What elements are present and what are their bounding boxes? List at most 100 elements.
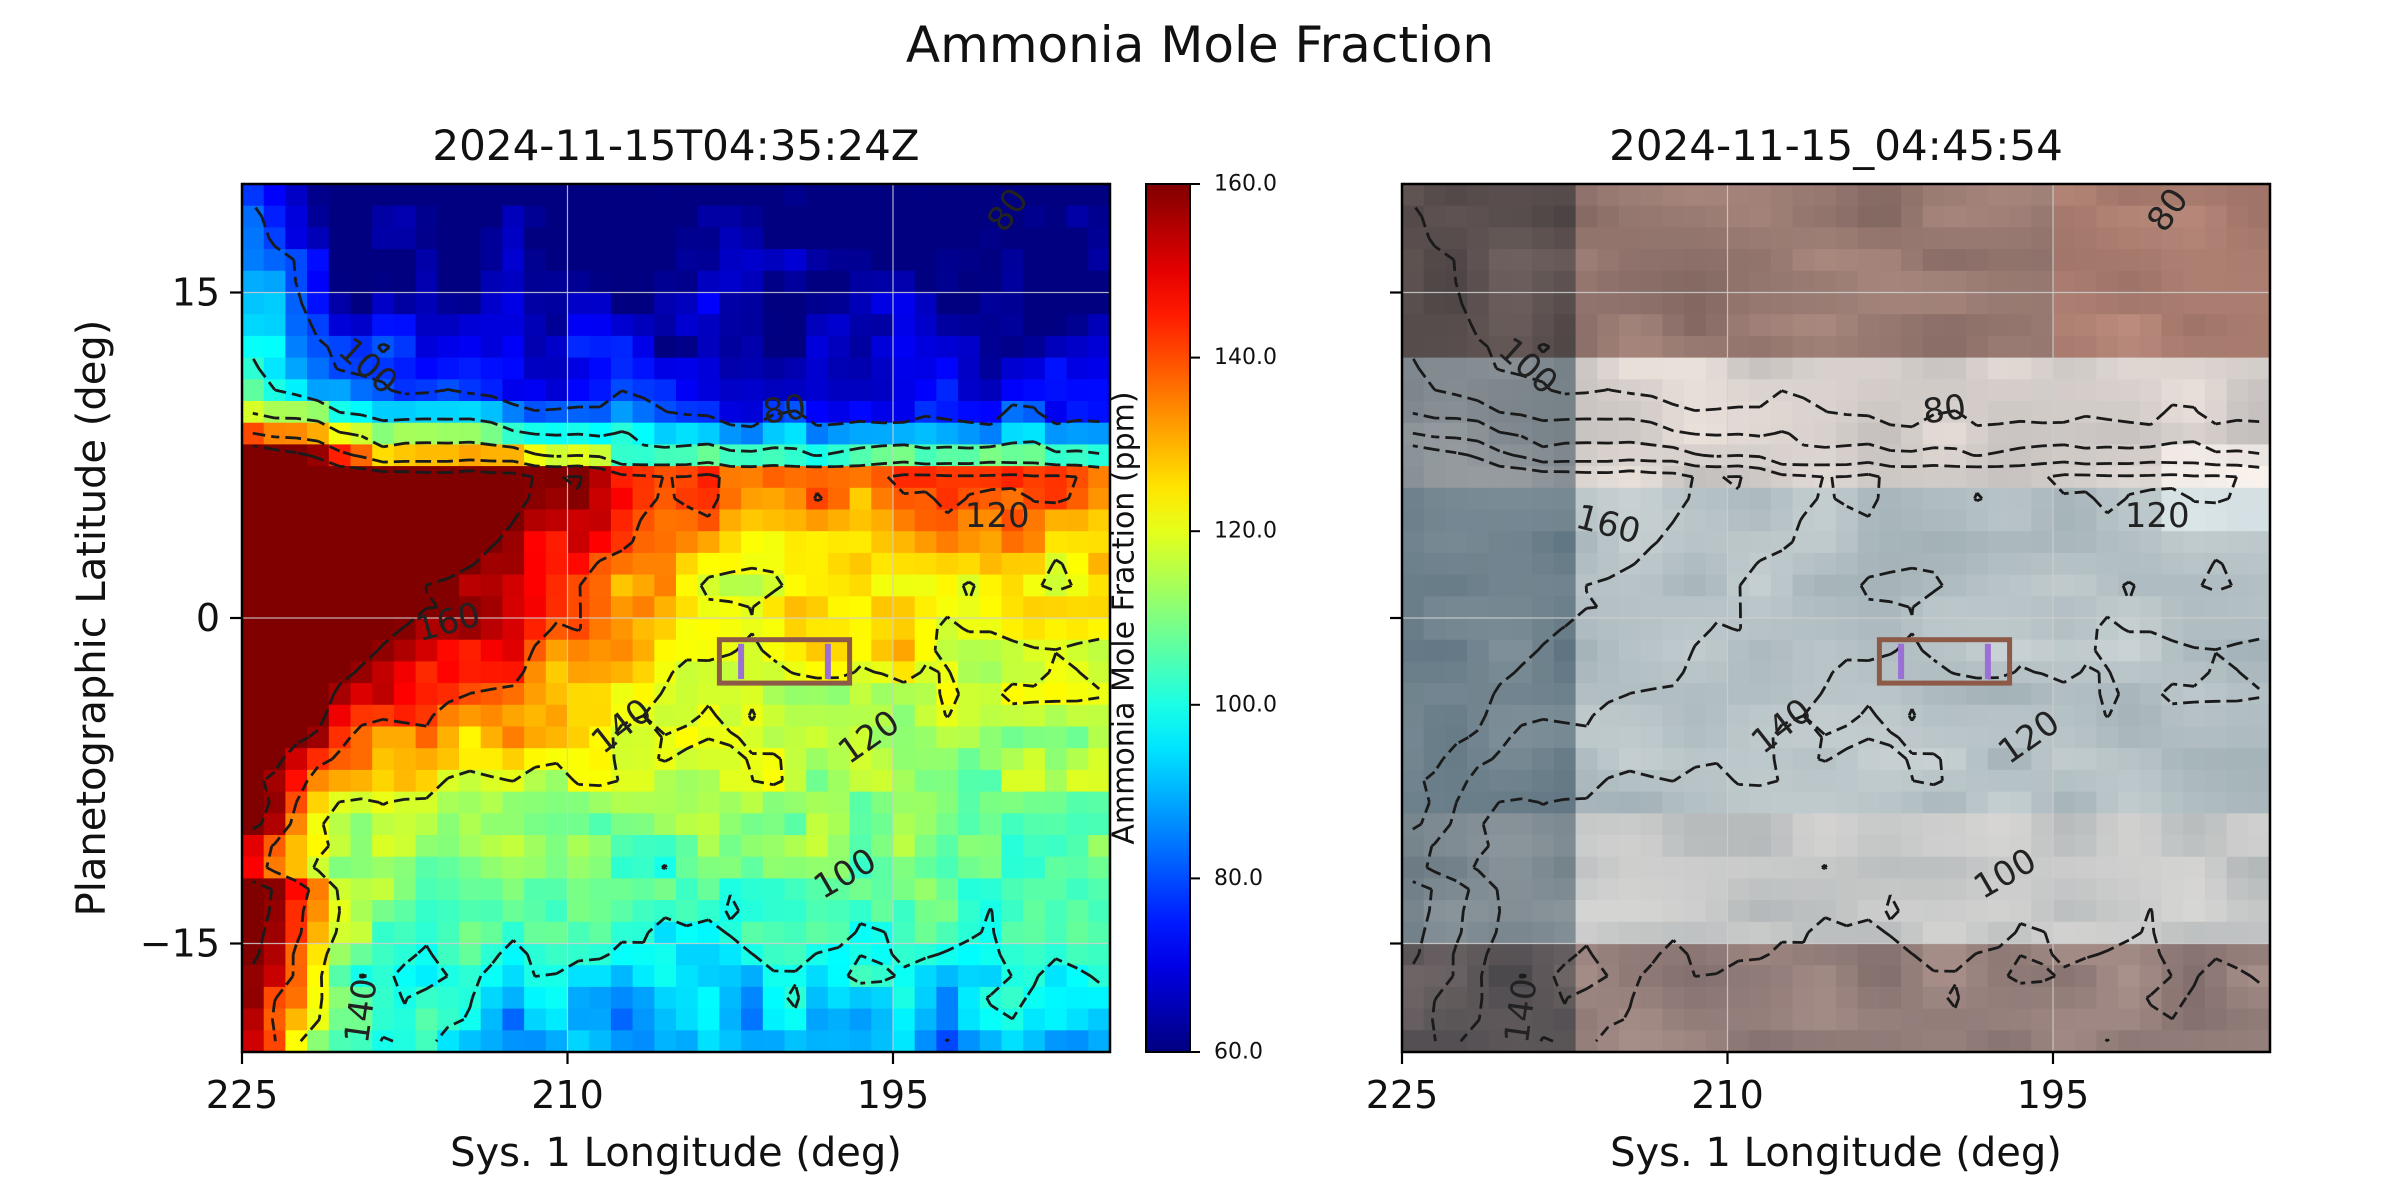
heatmap-cell bbox=[1987, 986, 2011, 1010]
heatmap-cell bbox=[784, 357, 807, 380]
heatmap-cell bbox=[242, 249, 265, 272]
heatmap-cell bbox=[1467, 943, 1490, 966]
heatmap-cell bbox=[1857, 748, 1880, 771]
heatmap-cell bbox=[2226, 552, 2249, 576]
heatmap-cell bbox=[2226, 943, 2249, 966]
heatmap-cell bbox=[849, 639, 872, 662]
heatmap-cell bbox=[2183, 683, 2206, 706]
heatmap-cell bbox=[285, 466, 308, 489]
heatmap-cell bbox=[1445, 552, 1468, 576]
heatmap-cell bbox=[762, 835, 786, 858]
heatmap-cell bbox=[1662, 574, 1685, 597]
heatmap-cell bbox=[1023, 574, 1046, 597]
heatmap-cell bbox=[849, 986, 872, 1010]
heatmap-cell bbox=[437, 184, 460, 207]
heatmap-cell bbox=[1879, 878, 1902, 901]
heatmap-cell bbox=[1836, 184, 1859, 207]
heatmap-cell bbox=[2074, 965, 2097, 988]
heatmap-cell bbox=[1445, 292, 1468, 315]
heatmap-cell bbox=[285, 921, 308, 945]
heatmap-cell bbox=[372, 965, 395, 988]
heatmap-cell bbox=[784, 531, 807, 554]
heatmap-cell bbox=[2118, 835, 2141, 858]
heatmap-cell bbox=[893, 314, 916, 337]
heatmap-cell bbox=[1857, 639, 1880, 662]
heatmap-cell bbox=[1066, 249, 1089, 272]
heatmap-cell bbox=[589, 704, 612, 728]
heatmap-cell bbox=[806, 466, 829, 489]
heatmap-cell bbox=[2053, 292, 2076, 315]
heatmap-cell bbox=[676, 357, 699, 380]
heatmap-cell bbox=[2226, 856, 2249, 879]
heatmap-cell bbox=[1066, 726, 1089, 749]
heatmap-cell bbox=[480, 986, 503, 1010]
heatmap-cell bbox=[1001, 900, 1024, 923]
heatmap-cell bbox=[1987, 531, 2011, 554]
heatmap-cell bbox=[2248, 1030, 2270, 1052]
heatmap-cell bbox=[415, 422, 438, 445]
x-tick-label: 195 bbox=[2017, 1073, 2090, 1117]
heatmap-cell bbox=[979, 596, 1003, 619]
heatmap-cell bbox=[1066, 487, 1089, 511]
heatmap-cell bbox=[1402, 878, 1425, 901]
heatmap-cell bbox=[979, 205, 1003, 228]
heatmap-cell bbox=[1510, 292, 1533, 315]
y-tick-label: 0 bbox=[196, 596, 220, 640]
heatmap-cell bbox=[914, 357, 937, 380]
heatmap-cell bbox=[480, 292, 503, 315]
heatmap-cell bbox=[654, 1030, 677, 1052]
heatmap-cell bbox=[610, 639, 634, 662]
heatmap-cell bbox=[762, 227, 786, 250]
heatmap-cell bbox=[2248, 726, 2270, 749]
heatmap-cell bbox=[242, 1008, 265, 1031]
heatmap-cell bbox=[1770, 227, 1794, 250]
heatmap-cell bbox=[372, 748, 395, 771]
heatmap-cell bbox=[1023, 249, 1046, 272]
heatmap-cell bbox=[545, 900, 569, 923]
heatmap-cell bbox=[1922, 487, 1946, 511]
heatmap-cell bbox=[1987, 661, 2011, 684]
heatmap-cell bbox=[1575, 661, 1598, 684]
heatmap-cell bbox=[2226, 487, 2249, 511]
heatmap-cell bbox=[1619, 270, 1642, 294]
heatmap-cell bbox=[1597, 965, 1620, 988]
heatmap-cell bbox=[589, 444, 612, 467]
heatmap-cell bbox=[1088, 270, 1110, 294]
heatmap-cell bbox=[762, 661, 786, 684]
heatmap-cell bbox=[1684, 726, 1707, 749]
heatmap-cell bbox=[1023, 661, 1046, 684]
heatmap-cell bbox=[415, 466, 438, 489]
heatmap-cell bbox=[1922, 878, 1946, 901]
heatmap-cell bbox=[741, 270, 764, 294]
heatmap-cell bbox=[2053, 270, 2076, 294]
heatmap-cell bbox=[2204, 249, 2228, 272]
heatmap-cell bbox=[350, 335, 373, 359]
heatmap-cell bbox=[697, 661, 720, 684]
heatmap-cell bbox=[2053, 422, 2076, 445]
heatmap-cell bbox=[1944, 487, 1967, 511]
heatmap-cell bbox=[1575, 509, 1598, 532]
heatmap-cell bbox=[502, 856, 525, 879]
heatmap-cell bbox=[762, 726, 786, 749]
heatmap-cell bbox=[1857, 769, 1880, 793]
heatmap-cell bbox=[1727, 205, 1750, 228]
heatmap-cell bbox=[1023, 769, 1046, 793]
heatmap-cell bbox=[1901, 791, 1924, 814]
contour-level-80 bbox=[251, 202, 1100, 1043]
heatmap-cell bbox=[1445, 986, 1468, 1010]
heatmap-cell bbox=[1445, 249, 1468, 272]
heatmap-cell bbox=[1001, 639, 1024, 662]
heatmap-cell bbox=[697, 813, 720, 836]
heatmap-cell bbox=[827, 379, 851, 402]
heatmap-cell bbox=[459, 726, 482, 749]
heatmap-cell bbox=[1467, 965, 1490, 988]
heatmap-cell bbox=[1640, 574, 1663, 597]
heatmap-cell bbox=[827, 921, 851, 945]
heatmap-cell bbox=[263, 249, 286, 272]
heatmap-cell bbox=[784, 422, 807, 445]
heatmap-cell bbox=[697, 357, 720, 380]
heatmap-cell bbox=[958, 1008, 981, 1031]
heatmap-cell bbox=[1553, 900, 1577, 923]
heatmap-cell bbox=[849, 531, 872, 554]
heatmap-cell bbox=[2248, 335, 2270, 359]
